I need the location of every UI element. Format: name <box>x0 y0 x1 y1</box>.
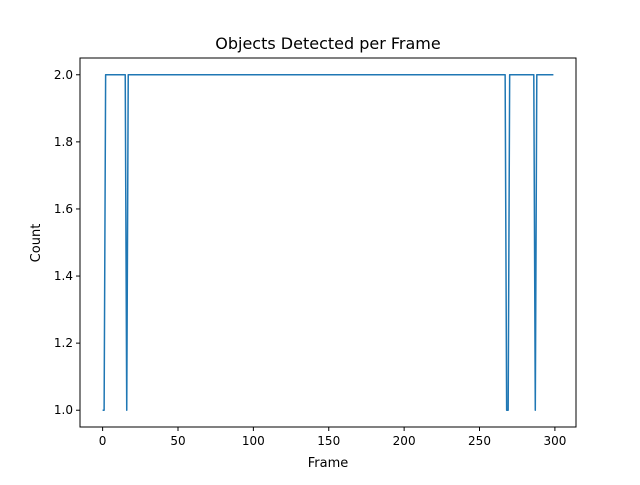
x-tick-label: 100 <box>242 434 265 448</box>
y-tick-label: 1.8 <box>54 135 73 149</box>
x-tick-label: 50 <box>170 434 185 448</box>
plot-frame <box>79 57 577 428</box>
x-axis-label: Frame <box>308 456 349 471</box>
chart-title: Objects Detected per Frame <box>215 34 440 53</box>
y-tick-label: 1.6 <box>54 202 73 216</box>
y-tick-label: 1.0 <box>54 403 73 417</box>
x-tick-label: 200 <box>393 434 416 448</box>
axis-ticks: 0 50 100 150 200 250 300 1.0 1.2 1.4 1.6 1.8 2.0 <box>54 68 566 448</box>
series-line <box>102 74 554 411</box>
y-axis-label: Count <box>29 224 44 263</box>
x-tick-label: 300 <box>543 434 566 448</box>
y-tick-label: 1.2 <box>54 336 73 350</box>
x-tick-label: 0 <box>99 434 107 448</box>
x-tick-label: 150 <box>317 434 340 448</box>
y-tick-label: 1.4 <box>54 269 73 283</box>
plot-lines <box>102 74 554 411</box>
y-tick-label: 2.0 <box>54 68 73 82</box>
x-tick-label: 250 <box>468 434 491 448</box>
